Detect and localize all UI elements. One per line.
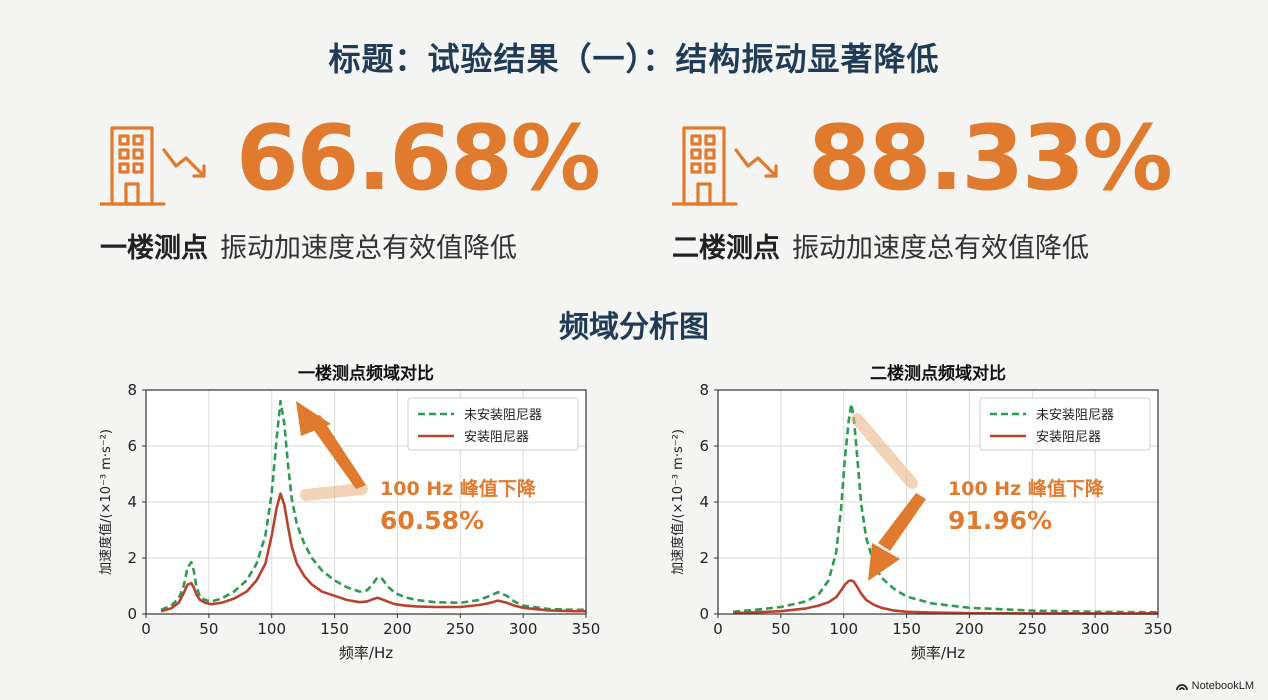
arrow-shaft — [851, 413, 918, 489]
y-tick-label: 2 — [127, 549, 137, 567]
legend-label: 未安装阻尼器 — [464, 408, 542, 423]
x-tick-label: 300 — [1081, 620, 1110, 638]
y-tick-label: 0 — [699, 605, 709, 623]
building-decrease-icon — [672, 126, 778, 206]
annotation: 100 Hz 峰值下降 60.58% — [296, 401, 537, 535]
y-tick-label: 2 — [699, 549, 709, 567]
section-title: 频域分析图 — [559, 310, 709, 345]
annotation-value: 60.58% — [380, 506, 484, 535]
y-tick-label: 0 — [127, 605, 137, 623]
legend-label: 安装阻尼器 — [464, 430, 529, 445]
plot-frame — [145, 389, 587, 615]
arrow-head-icon — [296, 401, 331, 436]
y-axis-label: 加速度值/(×10⁻³ m·s⁻²) — [670, 429, 686, 575]
x-tick-label: 100 — [257, 620, 286, 638]
arrow-shaft — [878, 493, 926, 551]
chart-floor-1: 一楼测点频域对比 0 50 100 150 200 250 300 350 0 2 4 6 8 频率/Hz 加… — [98, 363, 600, 662]
notebooklm-icon — [1175, 683, 1188, 690]
x-axis-label: 频率/Hz — [911, 644, 965, 662]
stat-location: 二楼测点 — [672, 233, 780, 264]
arrow-shaft — [306, 415, 366, 489]
x-tick-label: 250 — [446, 620, 475, 638]
x-tick-label: 100 — [829, 620, 858, 638]
stat-description: 振动加速度总有效值降低 — [220, 233, 517, 264]
stat-floor-2: 88.33% 二楼测点 振动加速度总有效值降低 — [672, 106, 1232, 268]
y-tick-label: 8 — [699, 381, 709, 399]
x-tick-label: 250 — [1018, 620, 1047, 638]
annotation-text: 100 Hz 峰值下降 — [948, 477, 1105, 500]
x-tick-label: 150 — [320, 620, 349, 638]
x-tick-label: 200 — [955, 620, 984, 638]
stat-location: 一楼测点 — [100, 233, 208, 264]
annotation: 100 Hz 峰值下降 91.96% — [851, 413, 1105, 581]
x-tick-label: 150 — [892, 620, 921, 638]
x-tick-label: 200 — [383, 620, 412, 638]
chart-title: 二楼测点频域对比 — [870, 363, 1006, 384]
chart-title: 一楼测点频域对比 — [298, 363, 434, 384]
x-tick-label: 0 — [713, 620, 723, 638]
stat-value: 66.68% — [236, 106, 601, 211]
y-tick-label: 4 — [699, 493, 709, 511]
annotation-value: 91.96% — [948, 506, 1052, 535]
y-tick-label: 6 — [699, 437, 709, 455]
legend-label: 未安装阻尼器 — [1036, 408, 1114, 423]
x-tick-label: 50 — [199, 620, 218, 638]
stat-value: 88.33% — [808, 106, 1173, 211]
arrow-head-icon — [868, 543, 900, 581]
footer-brand-label: NotebookLM — [1191, 680, 1254, 692]
x-tick-label: 0 — [141, 620, 151, 638]
legend-label: 安装阻尼器 — [1036, 430, 1101, 445]
series-line-damped — [733, 579, 1158, 615]
stat-description: 振动加速度总有效值降低 — [792, 233, 1089, 264]
y-axis-label: 加速度值/(×10⁻³ m·s⁻²) — [98, 429, 114, 575]
y-tick-label: 4 — [127, 493, 137, 511]
plot-frame — [717, 389, 1159, 615]
series-line-undamped — [160, 399, 586, 612]
x-tick-label: 350 — [572, 620, 600, 638]
chart-floor-2: 二楼测点频域对比 0 50 100 150 200 250 300 350 0 2 4 6 8 频率/Hz 加… — [670, 363, 1172, 662]
series-line-damped — [160, 492, 586, 613]
building-decrease-icon — [100, 126, 206, 206]
x-axis-label: 频率/Hz — [339, 644, 393, 662]
x-tick-label: 300 — [509, 620, 538, 638]
stat-floor-1: 66.68% 一楼测点 振动加速度总有效值降低 — [100, 106, 660, 268]
x-tick-label: 50 — [771, 620, 790, 638]
x-tick-label: 350 — [1144, 620, 1172, 638]
slide-title: 标题：试验结果（一）：结构振动显著降低 — [328, 40, 940, 78]
arrow-shaft — [300, 483, 368, 501]
annotation-text: 100 Hz 峰值下降 — [380, 477, 537, 500]
y-tick-label: 6 — [127, 437, 137, 455]
y-tick-label: 8 — [127, 381, 137, 399]
footer-brand: NotebookLM — [1175, 680, 1254, 692]
